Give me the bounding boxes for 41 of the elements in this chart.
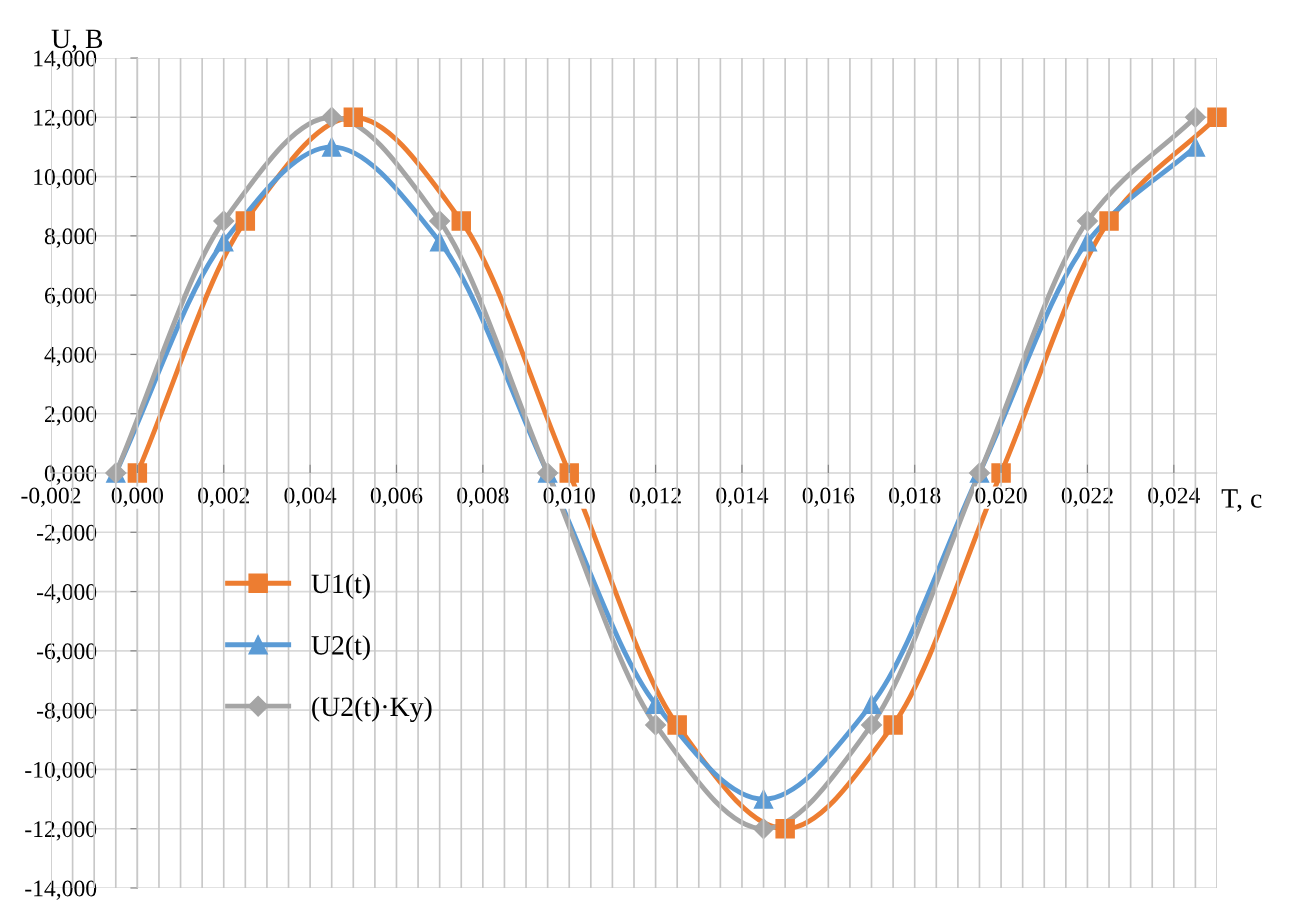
point <box>991 463 1011 483</box>
x-tick-label: 0,012 <box>629 487 681 507</box>
legend-label: U2(t) <box>311 635 370 661</box>
point <box>1099 211 1119 231</box>
point <box>645 714 667 736</box>
point <box>775 818 795 839</box>
y-tick-label: 10,000 <box>34 169 97 189</box>
y-tick-label: -14,000 <box>25 880 97 900</box>
point <box>127 463 148 483</box>
x-tick-label: -0,002 <box>21 487 81 507</box>
x-tick-label: 0,018 <box>889 487 941 507</box>
x-tick-label: 0,008 <box>457 487 509 507</box>
legend-label: (U2(t)·Ky) <box>312 696 432 722</box>
x-tick-label: 0,014 <box>716 487 769 507</box>
x-tick-label: 0,022 <box>1061 487 1113 507</box>
x-tick-label: 0,004 <box>284 487 337 507</box>
x-tick-label: 0,020 <box>975 487 1027 507</box>
y-tick-label: -10,000 <box>25 761 97 782</box>
point <box>753 789 774 809</box>
point <box>1077 232 1098 252</box>
point <box>1207 107 1227 128</box>
point <box>753 818 775 840</box>
x-tick-label: 0,010 <box>543 487 595 507</box>
point <box>451 211 471 231</box>
point <box>235 211 256 231</box>
point <box>667 715 687 735</box>
x-tick-label: 0,000 <box>111 487 164 507</box>
x-axis-title: T, c <box>1221 489 1262 512</box>
point <box>1185 137 1206 157</box>
x-tick-label: 0,024 <box>1148 487 1201 507</box>
point <box>861 714 883 736</box>
y-tick-label: -12,000 <box>25 821 97 841</box>
point <box>1184 106 1206 128</box>
legend-label: U1(t) <box>311 573 370 599</box>
point <box>645 694 666 714</box>
point <box>559 463 579 483</box>
x-tick-label: 0,016 <box>802 487 855 507</box>
point <box>883 715 903 735</box>
x-tick-label: 0,006 <box>370 487 423 507</box>
point <box>1076 210 1098 232</box>
x-tick-label: 0,002 <box>198 487 249 507</box>
